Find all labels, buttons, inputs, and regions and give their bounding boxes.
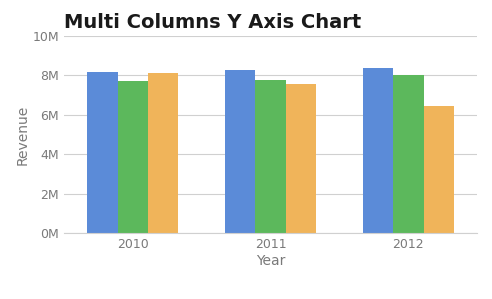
Bar [148,73,178,233]
Bar [255,80,286,233]
Bar [393,75,424,233]
Bar [363,68,393,233]
Legend: Actual, Budgeted, Forecast: Actual, Budgeted, Forecast [149,295,393,299]
Bar [286,84,316,233]
Bar [424,106,454,233]
Bar [225,70,255,233]
Y-axis label: Revenue: Revenue [16,104,30,165]
Bar [118,81,148,233]
X-axis label: Year: Year [256,254,285,268]
Bar [88,72,118,233]
Text: Multi Columns Y Axis Chart: Multi Columns Y Axis Chart [64,13,361,32]
